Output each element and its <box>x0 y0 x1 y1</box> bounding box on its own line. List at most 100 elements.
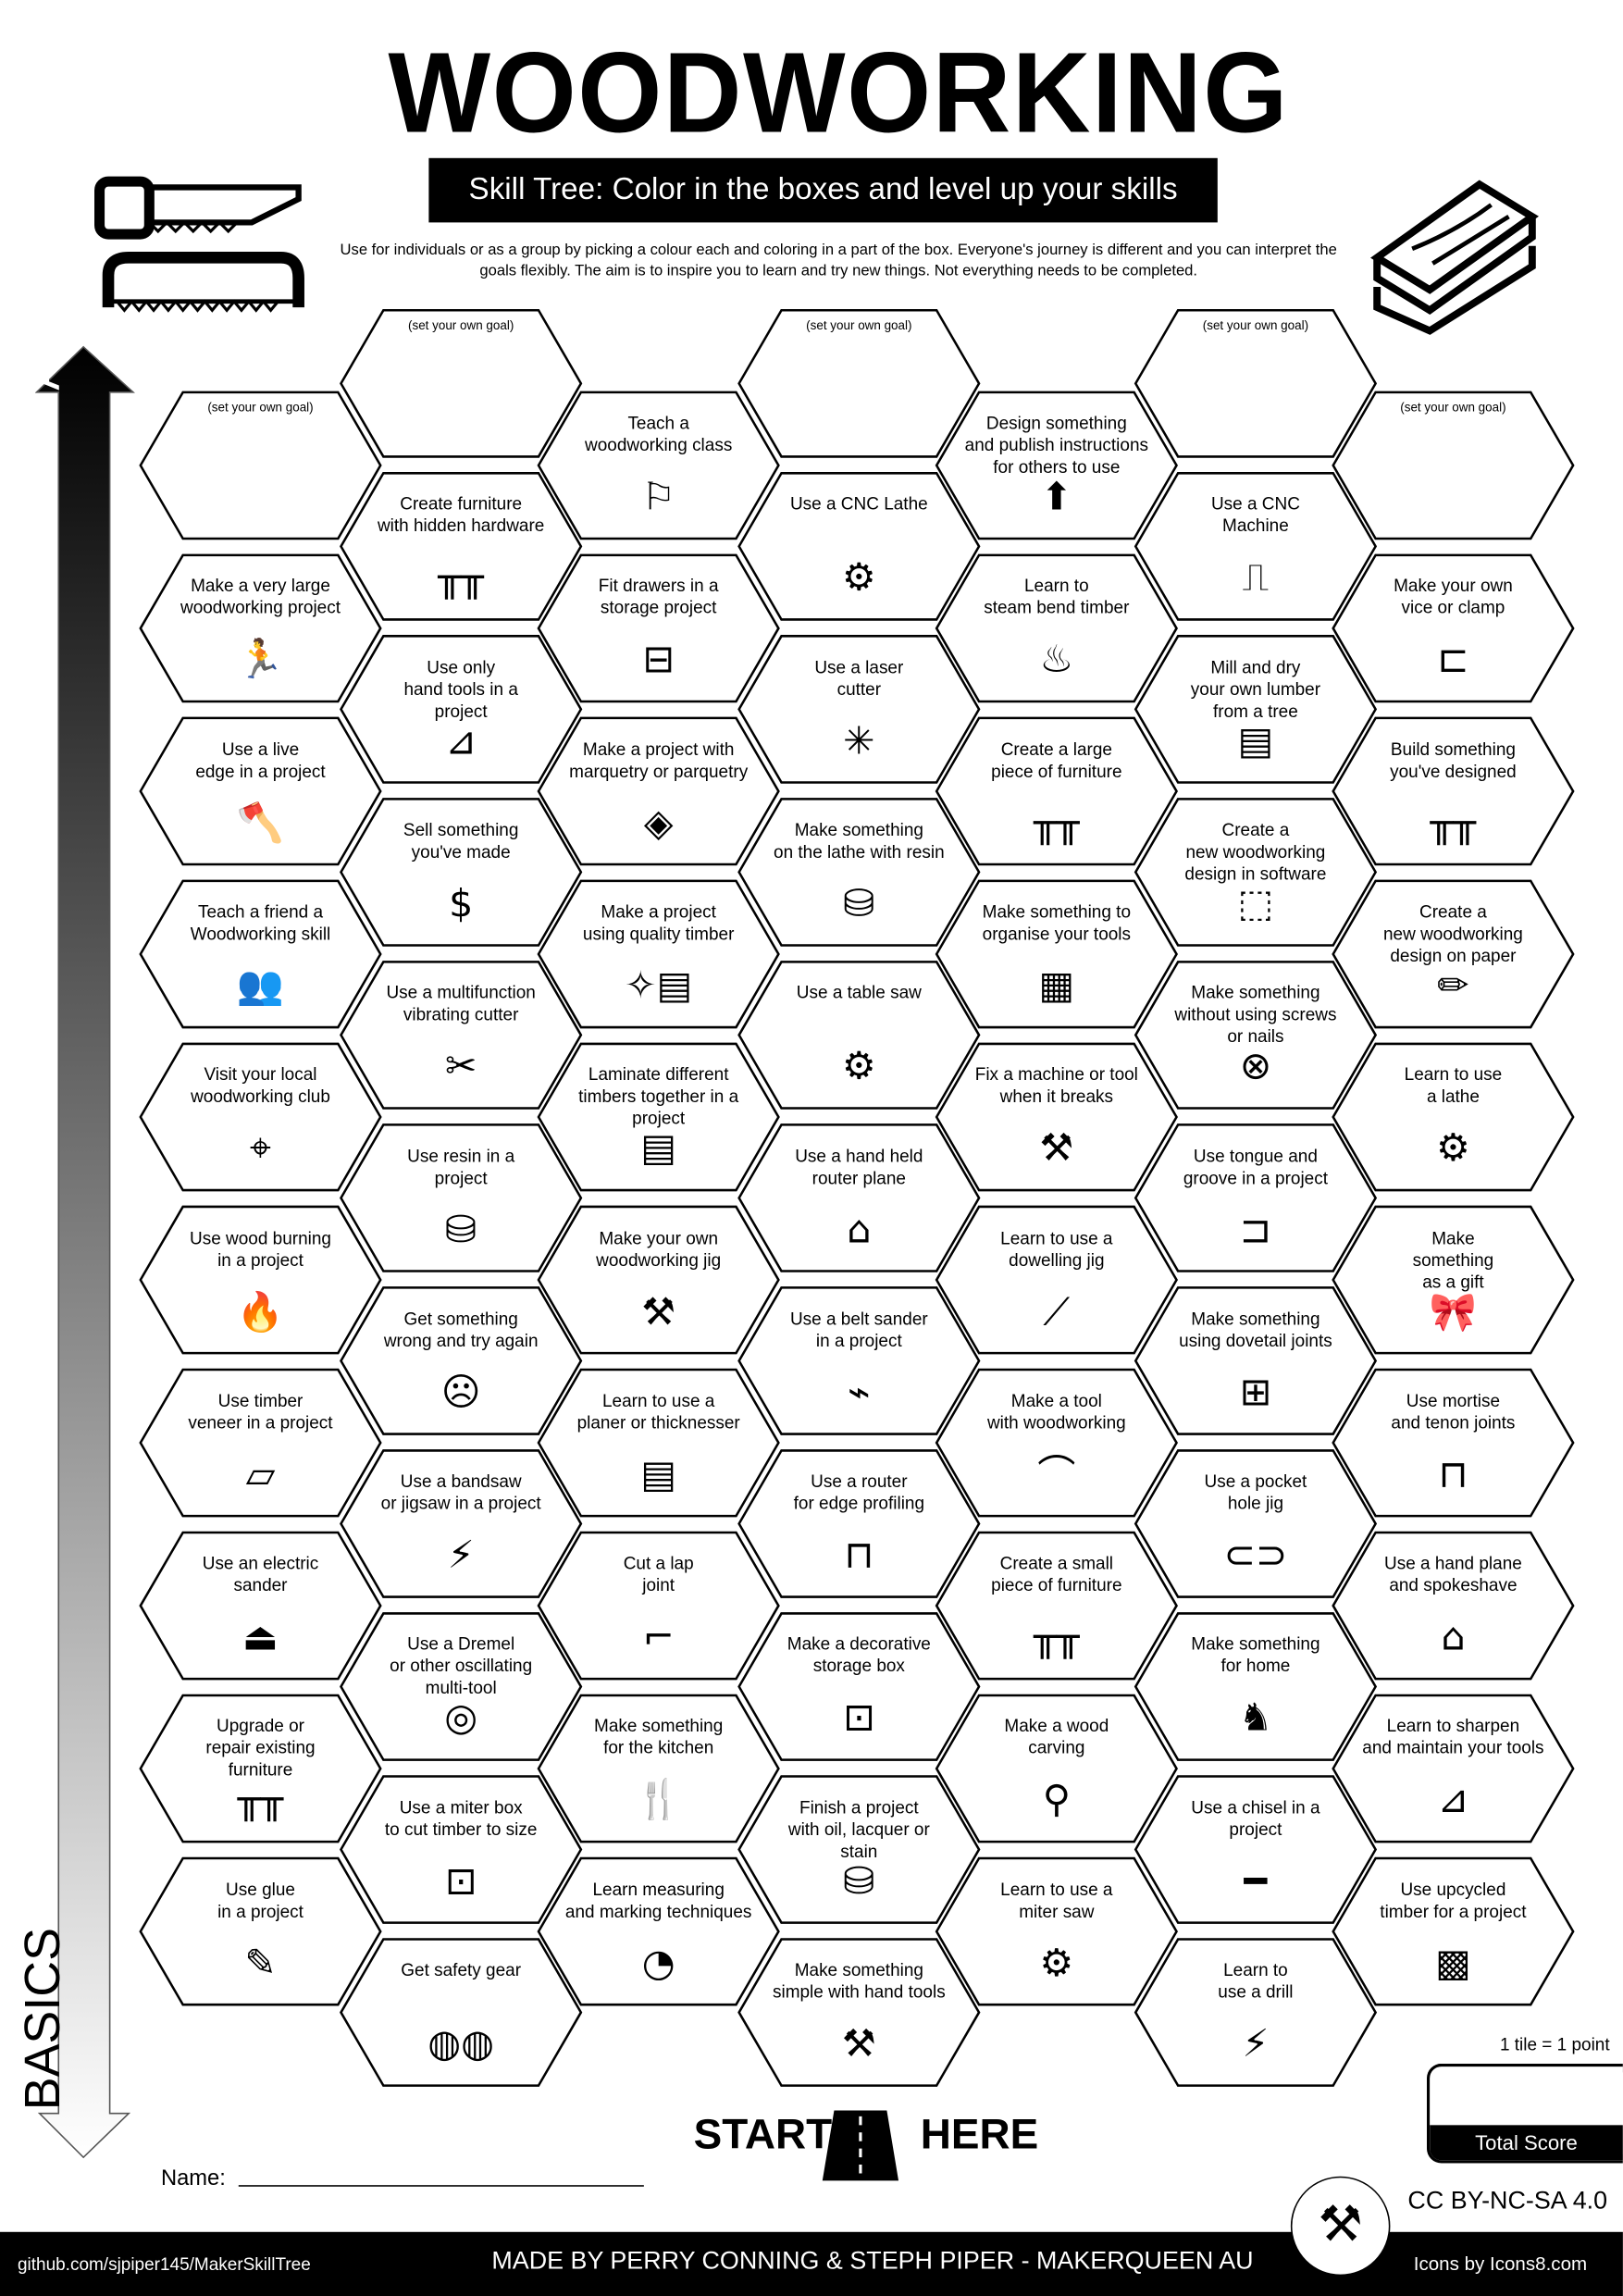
skill-hex[interactable] <box>139 391 382 540</box>
planks-icon: ▤ <box>1237 719 1274 763</box>
skill-hex[interactable] <box>340 472 583 621</box>
skill-hex[interactable] <box>139 1531 382 1681</box>
skill-hex[interactable] <box>340 961 583 1110</box>
skill-hex[interactable] <box>139 716 382 866</box>
skill-hex[interactable] <box>537 1042 780 1192</box>
skill-label: Create a large piece of furniture <box>991 738 1122 781</box>
skill-hex[interactable] <box>1134 1775 1378 1924</box>
skill-hex[interactable] <box>537 1856 780 2006</box>
skill-hex[interactable] <box>1332 1205 1575 1355</box>
name-field[interactable] <box>238 2185 644 2187</box>
skill-hex[interactable] <box>935 1205 1178 1355</box>
skill-hex[interactable] <box>139 1368 382 1518</box>
custom-goal-label: (set your own goal) <box>1202 317 1309 333</box>
skill-hex[interactable] <box>935 553 1178 703</box>
steam-icon: ♨ <box>1039 639 1074 683</box>
skill-hex[interactable] <box>340 1286 583 1435</box>
skill-hex[interactable] <box>1134 961 1378 1110</box>
belt-sander-icon: ⌁ <box>847 1371 871 1415</box>
skill-hex[interactable] <box>935 1531 1178 1681</box>
skill-hex[interactable] <box>340 1449 583 1598</box>
skill-hex[interactable] <box>139 1694 382 1843</box>
skill-hex[interactable] <box>139 1042 382 1192</box>
skill-hex[interactable] <box>1332 1368 1575 1518</box>
skill-hex[interactable] <box>935 1856 1178 2006</box>
skill-hex[interactable] <box>139 1205 382 1355</box>
skill-hex[interactable] <box>935 1368 1178 1518</box>
skill-hex[interactable] <box>537 1531 780 1681</box>
skill-label: Learn to use a lathe <box>1404 1064 1503 1107</box>
box-icon: ⊡ <box>843 1696 875 1742</box>
skill-hex[interactable] <box>1332 1042 1575 1192</box>
skill-hex[interactable] <box>1332 1531 1575 1681</box>
skill-hex[interactable] <box>737 1775 981 1924</box>
skill-hex[interactable] <box>139 553 382 703</box>
skill-label: Use resin in a project <box>407 1145 515 1188</box>
github-link[interactable]: github.com/sjpiper145/MakerSkillTree <box>17 2253 311 2275</box>
jigsaw-icon: ⚡ <box>447 1533 475 1579</box>
skill-hex[interactable] <box>139 879 382 1029</box>
skill-hex[interactable] <box>537 553 780 703</box>
skill-hex[interactable] <box>340 1612 583 1761</box>
skill-hex[interactable] <box>1134 1612 1378 1761</box>
skill-label: Learn to use a planer or thicknesser <box>576 1390 740 1433</box>
skill-hex[interactable] <box>340 1938 583 2087</box>
skill-hex[interactable] <box>737 1612 981 1761</box>
skill-hex[interactable] <box>737 1938 981 2087</box>
skill-hex[interactable] <box>537 1694 780 1843</box>
skill-hex[interactable] <box>340 635 583 784</box>
skill-hex[interactable] <box>1134 798 1378 947</box>
skill-hex[interactable] <box>737 1286 981 1435</box>
skill-hex[interactable] <box>1332 716 1575 866</box>
skill-hex[interactable] <box>1134 1449 1378 1598</box>
skill-hex[interactable] <box>1134 635 1378 784</box>
skill-hex[interactable] <box>935 879 1178 1029</box>
skill-hex[interactable] <box>340 798 583 947</box>
skill-label: Get something wrong and try again <box>383 1308 539 1351</box>
skill-hex[interactable] <box>737 309 981 458</box>
skill-hex[interactable] <box>1134 472 1378 621</box>
skill-label: Use wood burning in a project <box>190 1227 331 1270</box>
skill-hex[interactable] <box>935 391 1178 540</box>
skill-hex[interactable] <box>737 635 981 784</box>
skill-hex[interactable] <box>537 391 780 540</box>
skill-hex[interactable] <box>737 1449 981 1598</box>
skill-hex[interactable] <box>537 1205 780 1355</box>
skill-hex[interactable] <box>737 961 981 1110</box>
carry-person-icon: 🏃 <box>236 639 285 683</box>
skill-hex[interactable] <box>1332 879 1575 1029</box>
hand-plane-icon: ⌂ <box>847 1208 872 1252</box>
skill-hex[interactable] <box>1332 553 1575 703</box>
skill-hex[interactable] <box>340 309 583 458</box>
skill-hex[interactable] <box>737 798 981 947</box>
skill-hex[interactable] <box>737 1123 981 1272</box>
skill-hex[interactable] <box>1134 1286 1378 1435</box>
skill-label: Make something without using screws or n… <box>1174 982 1337 1048</box>
skill-hex[interactable] <box>537 716 780 866</box>
drawers-icon: ⊟ <box>642 639 675 683</box>
skill-hex[interactable] <box>935 1042 1178 1192</box>
skill-hex[interactable] <box>1134 1123 1378 1272</box>
skill-hex[interactable] <box>935 716 1178 866</box>
skill-hex[interactable] <box>1332 1856 1575 2006</box>
paint-can-icon: ⛁ <box>843 882 875 926</box>
marquetry-icon: ◈ <box>643 801 674 846</box>
skill-hex[interactable] <box>537 879 780 1029</box>
skill-hex[interactable] <box>737 472 981 621</box>
skill-hex[interactable] <box>1134 309 1378 458</box>
difficulty-arrow <box>34 345 135 2159</box>
skill-hex[interactable] <box>1134 1938 1378 2087</box>
page-title: WOODWORKING <box>388 28 1289 157</box>
skill-hex[interactable] <box>1332 391 1575 540</box>
dowel-icon: ⟋ <box>1043 1290 1071 1334</box>
total-score-box[interactable]: Total Score <box>1426 2063 1623 2164</box>
skill-hex[interactable] <box>537 1368 780 1518</box>
skill-hex[interactable] <box>935 1694 1178 1843</box>
goggles-icon: ◍◍ <box>427 2022 495 2067</box>
skill-hex[interactable] <box>340 1775 583 1924</box>
skill-label: Mill and dry your own lumber from a tree <box>1190 656 1321 722</box>
credits-text: MADE BY PERRY CONNING & STEPH PIPER - MA… <box>491 2246 1254 2275</box>
skill-hex[interactable] <box>139 1856 382 2006</box>
skill-hex[interactable] <box>1332 1694 1575 1843</box>
skill-hex[interactable] <box>340 1123 583 1272</box>
